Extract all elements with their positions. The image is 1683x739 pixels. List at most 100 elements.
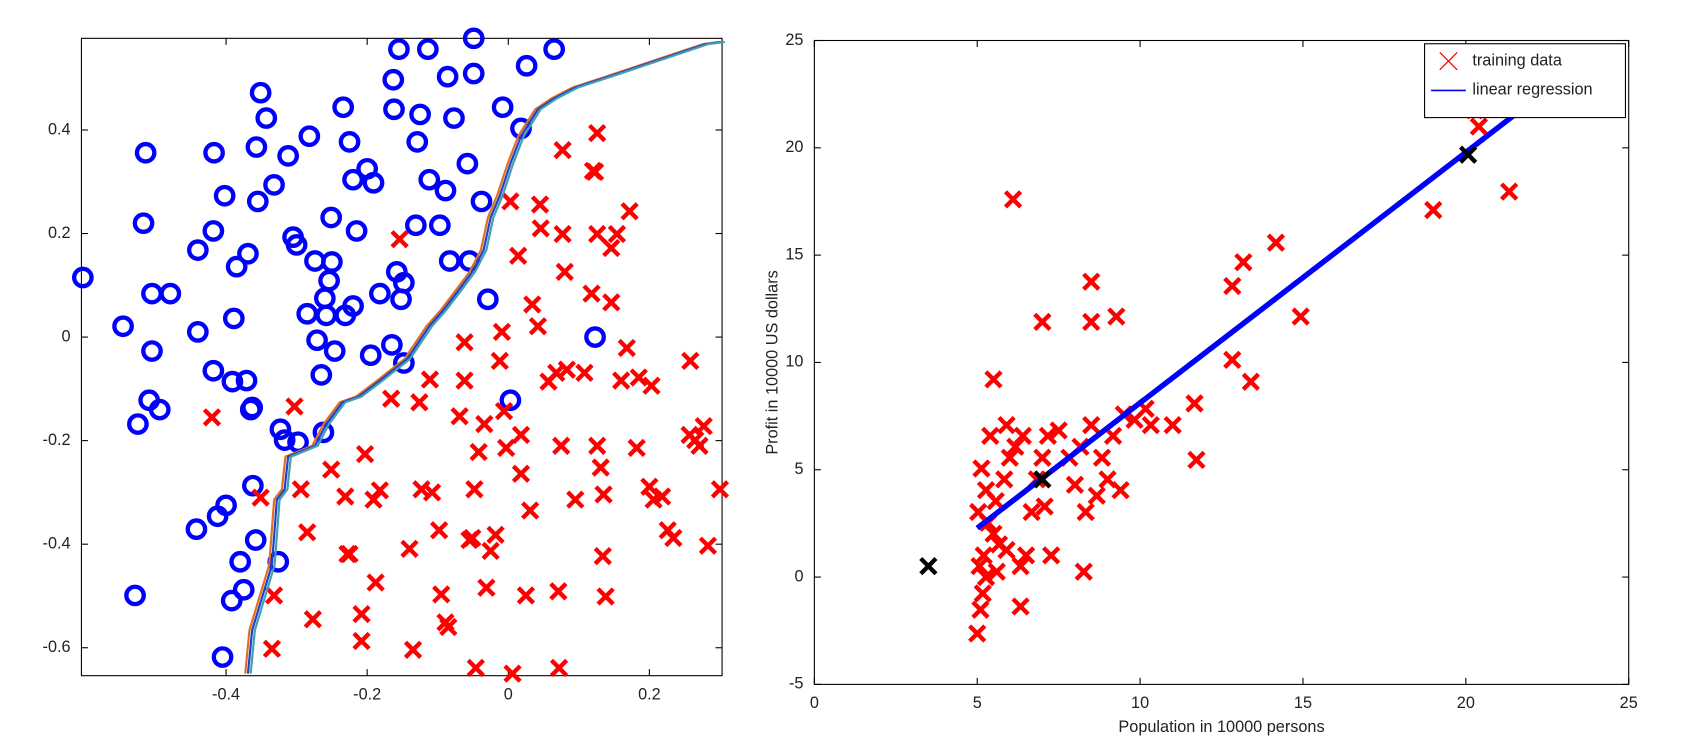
y-tick-label: -5 (789, 675, 803, 693)
x-marker (549, 582, 568, 601)
x-marker (681, 351, 700, 371)
x-marker (995, 470, 1014, 489)
circle-marker (416, 38, 439, 61)
circle-marker (215, 494, 237, 517)
x-marker (530, 195, 550, 214)
x-marker (1163, 415, 1182, 435)
legend-box (1424, 43, 1626, 119)
x-marker (511, 425, 531, 445)
circle-marker (263, 173, 285, 196)
x-marker (919, 556, 938, 576)
x-marker (1241, 372, 1260, 391)
circle-marker (310, 364, 333, 386)
x-tick-label: 10 (1131, 694, 1149, 712)
circle-marker (269, 418, 292, 441)
x-marker (971, 600, 990, 619)
circle-marker (245, 136, 268, 158)
x-marker (620, 202, 639, 221)
x-marker (475, 414, 494, 434)
x-marker (627, 438, 646, 458)
y-tick-label: 20 (785, 138, 803, 156)
x-marker (972, 459, 991, 478)
x-marker (1013, 426, 1032, 445)
circle-marker (443, 107, 465, 129)
x-tick-label: 20 (1457, 694, 1475, 712)
x-marker (588, 224, 607, 244)
circle-marker (246, 190, 269, 213)
line-series (975, 91, 1544, 531)
circle-marker (249, 81, 272, 104)
circle-marker (406, 131, 429, 153)
circle-marker (112, 315, 134, 338)
x-marker (366, 573, 385, 592)
circle-marker (315, 304, 338, 327)
y-tick-label: -0.2 (43, 431, 71, 449)
circle-marker (277, 145, 300, 167)
x-marker (469, 442, 488, 462)
x-tick-label: -0.2 (353, 686, 381, 704)
x-marker (450, 407, 469, 426)
circle-marker (318, 269, 340, 292)
circle-marker (237, 242, 259, 265)
circle-marker (393, 271, 415, 294)
circle-marker (388, 38, 410, 61)
circle-marker (244, 529, 267, 551)
x-marker (501, 192, 520, 211)
x-tick-label: 0 (810, 694, 819, 712)
x-marker (553, 224, 572, 244)
legend-label: linear regression (1472, 81, 1592, 99)
x-marker (494, 401, 514, 421)
y-tick-label: 25 (785, 31, 803, 49)
circle-marker (462, 27, 485, 50)
x-marker (970, 556, 989, 576)
circle-marker (186, 321, 209, 343)
x-marker (593, 546, 612, 566)
y-tick-label: 0.2 (48, 224, 71, 242)
y-tick-label: 5 (794, 460, 803, 478)
x-marker (1092, 448, 1112, 467)
circle-marker (470, 190, 493, 213)
circle-marker (148, 398, 171, 421)
x-marker (430, 521, 449, 540)
x-marker (355, 444, 375, 464)
x-marker (987, 562, 1006, 581)
x-marker (1223, 276, 1242, 296)
x-marker (557, 360, 576, 379)
x-marker (1003, 190, 1023, 209)
x-marker (1038, 426, 1058, 445)
x-marker (340, 544, 359, 564)
circle-marker (543, 38, 566, 61)
x-marker (981, 426, 1000, 445)
x-marker (698, 536, 718, 555)
circle-marker (185, 518, 208, 541)
x-marker (976, 567, 996, 587)
x-tick-label: 25 (1620, 694, 1638, 712)
x-marker (1006, 437, 1025, 456)
y-tick-label: 0 (62, 327, 71, 345)
x-marker (629, 368, 648, 387)
x-marker (352, 604, 371, 624)
x-marker (497, 438, 516, 458)
x-marker (262, 639, 282, 658)
circle-marker (409, 103, 431, 126)
y-tick-label: 0.4 (48, 120, 71, 138)
x-marker (1234, 253, 1253, 272)
x-marker (652, 487, 672, 506)
circle-marker (313, 287, 336, 310)
x-marker (1000, 448, 1019, 467)
x-tick-label: 0 (504, 686, 513, 704)
chart-0: -0.4 -0.2 0 0.2 -0.6 -0.4 -0.2 0 0.2 0.4 (43, 27, 730, 704)
circle-marker (342, 168, 364, 191)
line-series (249, 40, 725, 674)
x-marker (422, 483, 442, 502)
x-marker (588, 436, 607, 455)
x-marker (285, 397, 304, 416)
x-marker (420, 370, 440, 389)
x-marker (1458, 145, 1478, 164)
x-marker (690, 436, 709, 455)
y-tick-label: 15 (785, 245, 803, 263)
chart-1: 0 5 10 15 20 25 -5 0 5 10 15 20 25 Population in 1000… (763, 31, 1637, 736)
x-marker (477, 578, 496, 597)
x-marker (1011, 556, 1030, 576)
x-marker (486, 525, 505, 545)
